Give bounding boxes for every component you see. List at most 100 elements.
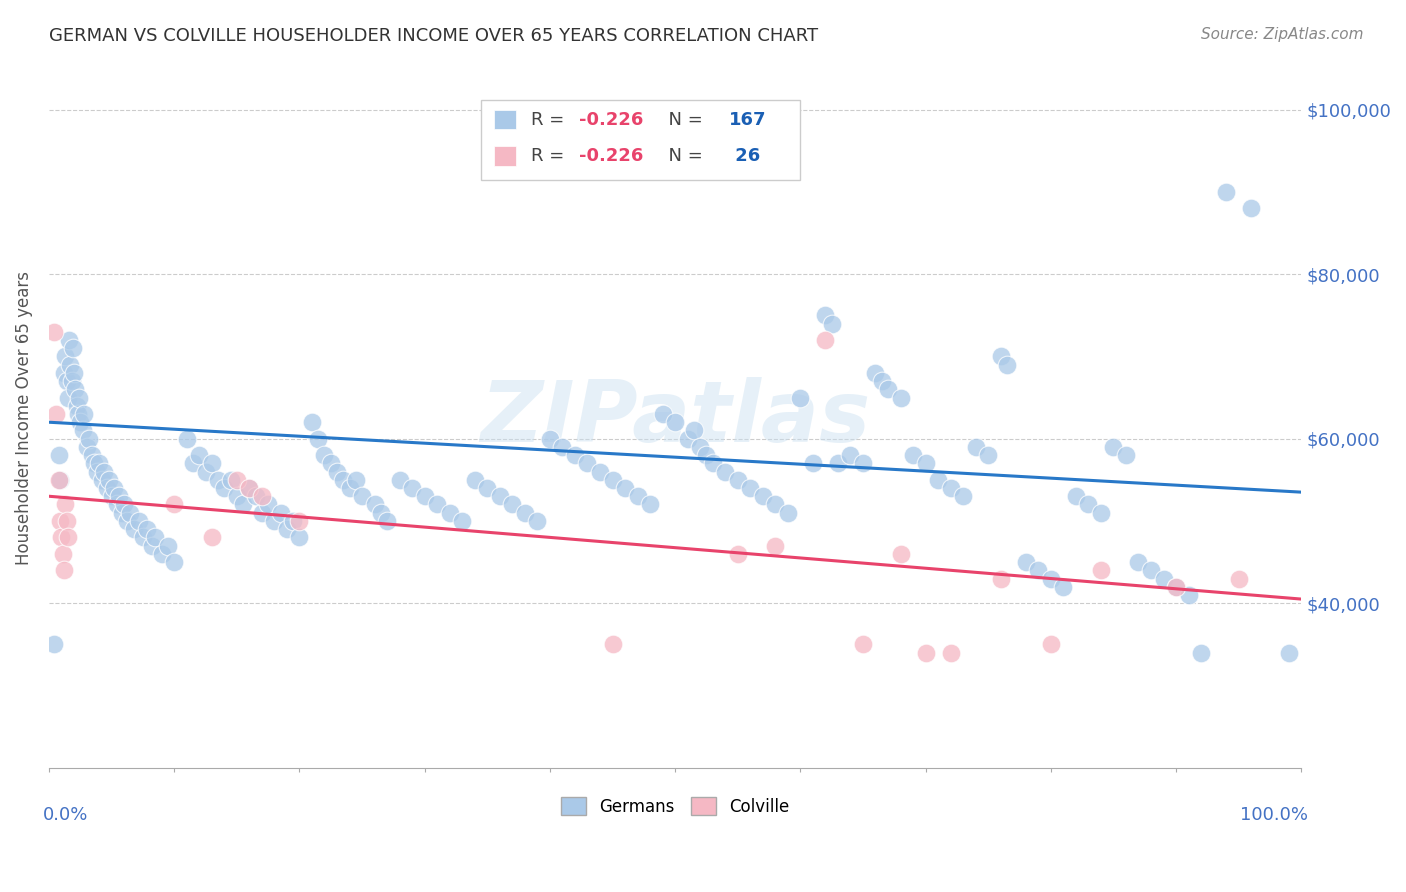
Point bbox=[889, 391, 911, 405]
Text: 26: 26 bbox=[730, 147, 761, 165]
Point bbox=[283, 514, 305, 528]
Point bbox=[181, 456, 204, 470]
Point bbox=[501, 498, 523, 512]
Point bbox=[551, 440, 574, 454]
Point bbox=[664, 415, 686, 429]
Point bbox=[105, 498, 128, 512]
Text: GERMAN VS COLVILLE HOUSEHOLDER INCOME OVER 65 YEARS CORRELATION CHART: GERMAN VS COLVILLE HOUSEHOLDER INCOME OV… bbox=[49, 27, 818, 45]
Point bbox=[401, 481, 423, 495]
Point bbox=[135, 522, 157, 536]
Point bbox=[727, 547, 749, 561]
Point bbox=[939, 481, 962, 495]
Point bbox=[1189, 646, 1212, 660]
Point bbox=[451, 514, 474, 528]
Point bbox=[370, 506, 392, 520]
Point bbox=[952, 489, 974, 503]
Point bbox=[56, 530, 79, 544]
Point bbox=[263, 514, 285, 528]
Point bbox=[314, 448, 336, 462]
Point bbox=[763, 539, 786, 553]
Point bbox=[53, 563, 76, 577]
Point bbox=[288, 530, 311, 544]
Point bbox=[363, 498, 385, 512]
Point bbox=[821, 317, 844, 331]
Point bbox=[1102, 440, 1125, 454]
Point bbox=[238, 481, 260, 495]
Bar bbox=[494, 146, 516, 166]
Point bbox=[602, 473, 624, 487]
Point bbox=[852, 456, 875, 470]
Point bbox=[439, 506, 461, 520]
Point bbox=[65, 382, 87, 396]
Point bbox=[42, 637, 65, 651]
Point bbox=[752, 489, 775, 503]
Point bbox=[80, 448, 103, 462]
Point bbox=[49, 473, 72, 487]
Point bbox=[56, 391, 79, 405]
Point bbox=[270, 506, 292, 520]
Point bbox=[1077, 498, 1099, 512]
Point bbox=[53, 498, 76, 512]
Point bbox=[69, 415, 91, 429]
Point bbox=[163, 555, 186, 569]
Point bbox=[375, 514, 398, 528]
Point bbox=[58, 333, 80, 347]
Point bbox=[100, 489, 122, 503]
Point bbox=[156, 539, 179, 553]
Point bbox=[990, 572, 1012, 586]
Point bbox=[1039, 637, 1062, 651]
Point bbox=[727, 473, 749, 487]
Point bbox=[62, 341, 84, 355]
Point bbox=[76, 440, 98, 454]
Point bbox=[48, 473, 70, 487]
Text: ZIPatlas: ZIPatlas bbox=[479, 376, 870, 459]
Point bbox=[413, 489, 436, 503]
Point bbox=[110, 506, 132, 520]
Point bbox=[1039, 572, 1062, 586]
Point bbox=[965, 440, 987, 454]
Point bbox=[65, 399, 87, 413]
Point bbox=[602, 637, 624, 651]
Point bbox=[1052, 580, 1074, 594]
Point bbox=[86, 465, 108, 479]
Point bbox=[1140, 563, 1163, 577]
Point bbox=[55, 514, 77, 528]
Point bbox=[695, 448, 717, 462]
Point bbox=[339, 481, 361, 495]
Point bbox=[49, 514, 72, 528]
Y-axis label: Householder Income Over 65 years: Householder Income Over 65 years bbox=[15, 271, 32, 566]
Text: 100.0%: 100.0% bbox=[1240, 806, 1308, 824]
Point bbox=[352, 489, 374, 503]
Point bbox=[526, 514, 548, 528]
Point bbox=[112, 498, 135, 512]
Point bbox=[103, 481, 125, 495]
Point bbox=[740, 481, 762, 495]
Point bbox=[714, 465, 737, 479]
Point bbox=[219, 473, 242, 487]
Point bbox=[638, 498, 661, 512]
Point bbox=[626, 489, 648, 503]
Text: 0.0%: 0.0% bbox=[42, 806, 89, 824]
Point bbox=[702, 456, 724, 470]
Point bbox=[141, 539, 163, 553]
Point bbox=[326, 465, 349, 479]
Point bbox=[225, 473, 247, 487]
Point bbox=[1164, 580, 1187, 594]
Point bbox=[827, 456, 849, 470]
Point bbox=[307, 432, 329, 446]
Point bbox=[53, 366, 76, 380]
Point bbox=[73, 407, 96, 421]
Point bbox=[225, 489, 247, 503]
Point bbox=[1164, 580, 1187, 594]
Point bbox=[388, 473, 411, 487]
Point bbox=[939, 646, 962, 660]
Point bbox=[852, 637, 875, 651]
Point bbox=[776, 506, 799, 520]
Point bbox=[464, 473, 486, 487]
Point bbox=[927, 473, 949, 487]
Point bbox=[1064, 489, 1087, 503]
Point bbox=[93, 465, 115, 479]
Point bbox=[250, 506, 273, 520]
Text: -0.226: -0.226 bbox=[579, 147, 644, 165]
Point bbox=[201, 530, 224, 544]
